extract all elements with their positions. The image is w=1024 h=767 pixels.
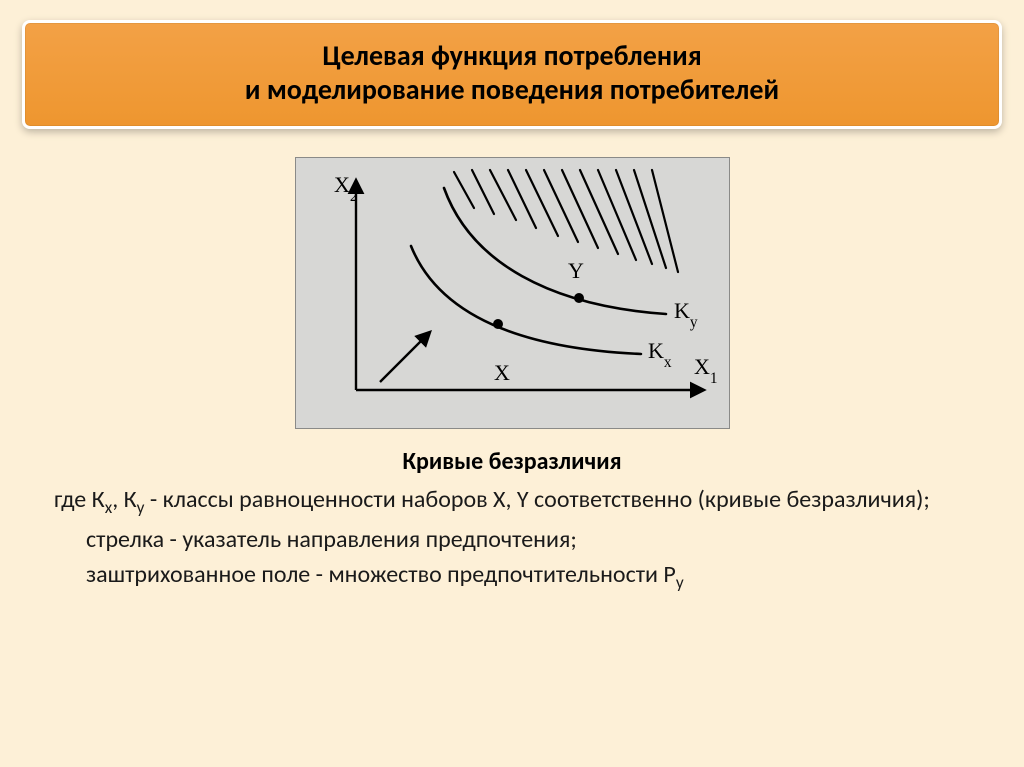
svg-text:X: X bbox=[494, 360, 510, 385]
explanation-line-1: где Кх, Ку - классы равноценности наборо… bbox=[54, 484, 958, 520]
svg-text:Ky: Ky bbox=[674, 298, 698, 331]
svg-text:X2: X2 bbox=[334, 172, 358, 205]
title-line-2: и моделирование поведения потребителей bbox=[49, 73, 975, 107]
diagram-container: X2 X1 KxKy X Y bbox=[22, 157, 1002, 429]
title-banner: Целевая функция потребления и моделирова… bbox=[22, 20, 1002, 129]
svg-text:X1: X1 bbox=[694, 354, 718, 387]
svg-text:Y: Y bbox=[568, 258, 584, 283]
svg-text:Kx: Kx bbox=[648, 338, 672, 371]
explanation-text: где Кх, Ку - классы равноценности наборо… bbox=[22, 484, 1002, 595]
diagram-caption: Кривые безразличия bbox=[22, 447, 1002, 476]
indifference-curves-diagram: X2 X1 KxKy X Y bbox=[295, 157, 730, 429]
explanation-line-3: заштрихованное поле - множество предпочт… bbox=[54, 559, 958, 595]
title-line-1: Целевая функция потребления bbox=[49, 39, 975, 73]
explanation-line-2: стрелка - указатель направления предпочт… bbox=[54, 524, 958, 556]
